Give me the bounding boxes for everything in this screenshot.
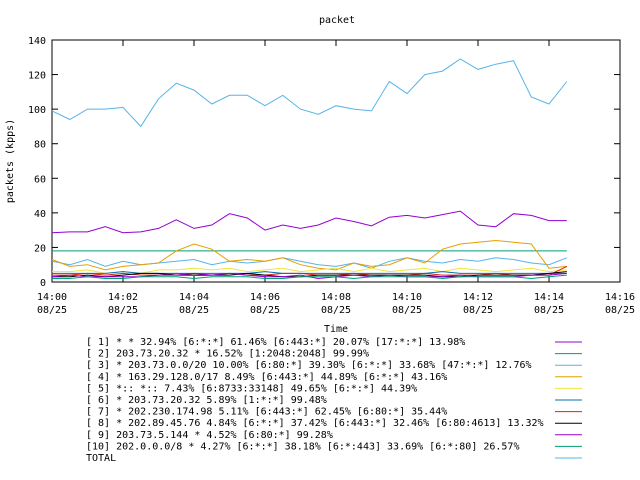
plot-border bbox=[51, 39, 621, 283]
x-tick-label-time: 14:10 bbox=[392, 292, 422, 303]
y-axis: 0 20 40 60 80 100 120 140 bbox=[28, 36, 620, 289]
x-tick-label-time: 14:02 bbox=[108, 292, 138, 303]
x-tick-label-time: 14:04 bbox=[179, 292, 209, 303]
series-line-11 bbox=[51, 58, 568, 128]
legend-entry-label: [ 8] * 202.89.45.76 4.84% [6:*:*] 37.42%… bbox=[86, 418, 544, 429]
x-tick-label-date: 08/25 bbox=[250, 305, 280, 316]
y-tick-label: 80 bbox=[34, 140, 46, 151]
x-axis-label: Time bbox=[324, 324, 348, 335]
legend-entry-label: [ 9] 203.73.5.144 * 4.52% [6:80:*] 99.28… bbox=[86, 430, 333, 441]
x-tick-label-date: 08/25 bbox=[108, 305, 138, 316]
y-tick-label: 140 bbox=[28, 36, 46, 47]
series-line-8 bbox=[52, 271, 567, 278]
x-tick-label-time: 14:16 bbox=[605, 292, 635, 303]
y-tick-label: 40 bbox=[34, 209, 46, 220]
chart-title: packet bbox=[319, 15, 355, 26]
x-tick-label-date: 08/25 bbox=[392, 305, 422, 316]
series-line-4 bbox=[51, 239, 567, 271]
x-axis: 14:00 08/25 14:02 08/25 14:04 08/25 14:06 08/25… bbox=[37, 40, 635, 316]
legend-entry-label: [ 4] * 163.29.128.0/17 8.49% [6:443:*] 4… bbox=[86, 372, 447, 383]
legend-entry-label: [ 7] * 202.230.174.98 5.11% [6:443:*] 62… bbox=[86, 407, 447, 418]
legend-entry-label: [ 3] * 203.73.0.0/20 10.00% [6:80:*] 39.… bbox=[86, 360, 532, 371]
series-line-3 bbox=[51, 257, 567, 269]
y-tick-label: 20 bbox=[34, 243, 46, 254]
y-axis-label: packets (kpps) bbox=[5, 119, 16, 203]
series-lines bbox=[51, 58, 568, 280]
x-tick-label-time: 14:06 bbox=[250, 292, 280, 303]
legend-entry-label: TOTAL bbox=[86, 453, 116, 464]
legend-entry-label: [10] 202.0.0.0/8 * 4.27% [6:*:*] 38.18% … bbox=[86, 441, 519, 452]
y-tick-label: 0 bbox=[40, 278, 46, 289]
series-line-1 bbox=[51, 210, 567, 234]
x-tick-label-date: 08/25 bbox=[534, 305, 564, 316]
x-tick-label-date: 08/25 bbox=[37, 305, 67, 316]
legend-entry-label: [ 2] 203.73.20.32 * 16.52% [1:2048:2048]… bbox=[86, 349, 369, 360]
x-tick-label-time: 14:08 bbox=[321, 292, 351, 303]
x-tick-label-date: 08/25 bbox=[463, 305, 493, 316]
x-tick-label-time: 14:12 bbox=[463, 292, 493, 303]
legend-entry-label: [ 6] * 203.73.20.32 5.89% [1:*:*] 99.48% bbox=[86, 395, 327, 406]
x-tick-label-time: 14:14 bbox=[534, 292, 564, 303]
x-tick-label-time: 14:00 bbox=[37, 292, 67, 303]
legend-entry-label: [ 1] * * 32.94% [6:*:*] 61.46% [6:443:*]… bbox=[86, 337, 465, 348]
y-tick-label: 60 bbox=[34, 174, 46, 185]
series-line-6 bbox=[52, 271, 567, 274]
series-line-10 bbox=[52, 274, 567, 280]
x-tick-label-date: 08/25 bbox=[179, 305, 209, 316]
y-tick-label: 100 bbox=[28, 105, 46, 116]
x-tick-label-date: 08/25 bbox=[321, 305, 351, 316]
legend-entry-label: [ 5] *:: *:: 7.43% [6:8733:33148] 49.65%… bbox=[86, 383, 417, 394]
legend: [ 1] * * 32.94% [6:*:*] 61.46% [6:443:*]… bbox=[86, 337, 582, 464]
x-tick-label-date: 08/25 bbox=[605, 305, 635, 316]
y-tick-label: 120 bbox=[28, 71, 46, 82]
